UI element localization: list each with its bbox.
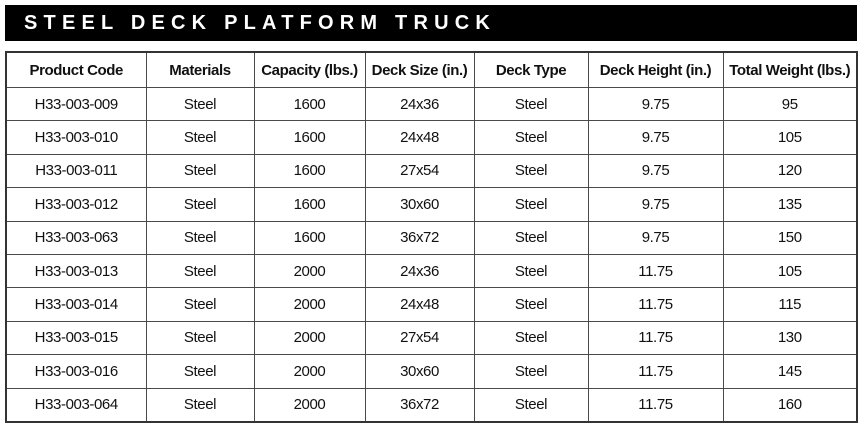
- table-cell: Steel: [473, 320, 589, 356]
- table-cell: 24x48: [364, 287, 475, 322]
- table-cell: 1600: [253, 153, 366, 189]
- table-cell: H33-003-064: [5, 387, 147, 423]
- table-cell: 11.75: [587, 320, 724, 356]
- table-cell: Steel: [145, 253, 255, 289]
- table-cell: 9.75: [587, 86, 724, 122]
- table-cell: Steel: [145, 220, 255, 255]
- table-cell: 130: [722, 320, 858, 356]
- table-cell: 95: [722, 86, 858, 122]
- table-cell: 11.75: [587, 287, 724, 322]
- table-cell: 145: [722, 354, 858, 389]
- table-cell: Steel: [145, 86, 255, 122]
- table-cell: Steel: [145, 320, 255, 356]
- table-cell: 120: [722, 153, 858, 189]
- table-cell: 27x54: [364, 153, 475, 189]
- table-cell: 9.75: [587, 120, 724, 155]
- table-cell: 105: [722, 120, 858, 155]
- header-row: Product Code Materials Capacity (lbs.) Deck…: [5, 51, 858, 88]
- table-row: H33-003-010 Steel 1600 24x48 Steel 9.75 105: [5, 120, 858, 155]
- table-cell: 2000: [253, 287, 366, 322]
- table-cell: Steel: [473, 354, 589, 389]
- table-cell: 2000: [253, 320, 366, 356]
- table-row: H33-003-011 Steel 1600 27x54 Steel 9.75 120: [5, 153, 858, 189]
- table-cell: Steel: [473, 253, 589, 289]
- table-cell: 27x54: [364, 320, 475, 356]
- column-header: Product Code: [5, 51, 147, 88]
- table-cell: 1600: [253, 187, 366, 222]
- table-cell: Steel: [473, 120, 589, 155]
- table-cell: 150: [722, 220, 858, 255]
- table-cell: H33-003-015: [5, 320, 147, 356]
- table-row: H33-003-064 Steel 2000 36x72 Steel 11.75 160: [5, 387, 858, 423]
- table-cell: Steel: [473, 220, 589, 255]
- table-cell: Steel: [473, 387, 589, 423]
- column-header: Deck Type: [473, 51, 589, 88]
- table-cell: Steel: [473, 287, 589, 322]
- column-header: Deck Height (in.): [587, 51, 724, 88]
- title-bar: STEEL DECK PLATFORM TRUCK: [5, 5, 857, 41]
- table-cell: 2000: [253, 387, 366, 423]
- table-row: H33-003-012 Steel 1600 30x60 Steel 9.75 135: [5, 187, 858, 222]
- table-cell: 105: [722, 253, 858, 289]
- table-cell: H33-003-011: [5, 153, 147, 189]
- table-cell: Steel: [145, 387, 255, 423]
- table-cell: H33-003-010: [5, 120, 147, 155]
- table-cell: H33-003-013: [5, 253, 147, 289]
- column-header: Deck Size (in.): [364, 51, 475, 88]
- table-cell: H33-003-009: [5, 86, 147, 122]
- table-cell: 1600: [253, 120, 366, 155]
- column-header: Total Weight (lbs.): [722, 51, 858, 88]
- table-cell: 30x60: [364, 354, 475, 389]
- table-cell: 9.75: [587, 153, 724, 189]
- product-table: Product Code Materials Capacity (lbs.) Deck…: [5, 51, 858, 423]
- table-row: H33-003-063 Steel 1600 36x72 Steel 9.75 150: [5, 220, 858, 255]
- table-cell: 1600: [253, 86, 366, 122]
- table-cell: 36x72: [364, 387, 475, 423]
- table-cell: Steel: [145, 354, 255, 389]
- table-cell: Steel: [473, 153, 589, 189]
- table-cell: H33-003-016: [5, 354, 147, 389]
- table-cell: 24x36: [364, 253, 475, 289]
- table-cell: Steel: [145, 287, 255, 322]
- table-row: H33-003-013 Steel 2000 24x36 Steel 11.75 105: [5, 253, 858, 289]
- table-cell: 36x72: [364, 220, 475, 255]
- table-cell: 24x36: [364, 86, 475, 122]
- table-cell: 115: [722, 287, 858, 322]
- table-cell: 24x48: [364, 120, 475, 155]
- table-cell: 160: [722, 387, 858, 423]
- column-header: Capacity (lbs.): [253, 51, 366, 88]
- table-cell: Steel: [473, 86, 589, 122]
- table-cell: H33-003-063: [5, 220, 147, 255]
- table-cell: Steel: [473, 187, 589, 222]
- table-cell: Steel: [145, 120, 255, 155]
- table-cell: 11.75: [587, 253, 724, 289]
- table-cell: H33-003-014: [5, 287, 147, 322]
- table-cell: 1600: [253, 220, 366, 255]
- table-cell: 9.75: [587, 187, 724, 222]
- table-cell: H33-003-012: [5, 187, 147, 222]
- table-cell: 30x60: [364, 187, 475, 222]
- table-cell: Steel: [145, 187, 255, 222]
- table-row: H33-003-016 Steel 2000 30x60 Steel 11.75 145: [5, 354, 858, 389]
- table-cell: 11.75: [587, 354, 724, 389]
- page-title: STEEL DECK PLATFORM TRUCK: [24, 12, 497, 34]
- table-cell: 9.75: [587, 220, 724, 255]
- table-cell: Steel: [145, 153, 255, 189]
- table-row: H33-003-014 Steel 2000 24x48 Steel 11.75 115: [5, 287, 858, 322]
- column-header: Materials: [145, 51, 255, 88]
- table-cell: 2000: [253, 354, 366, 389]
- table-row: H33-003-015 Steel 2000 27x54 Steel 11.75 130: [5, 320, 858, 356]
- table-cell: 135: [722, 187, 858, 222]
- table-cell: 2000: [253, 253, 366, 289]
- table-row: H33-003-009 Steel 1600 24x36 Steel 9.75 95: [5, 86, 858, 122]
- table-cell: 11.75: [587, 387, 724, 423]
